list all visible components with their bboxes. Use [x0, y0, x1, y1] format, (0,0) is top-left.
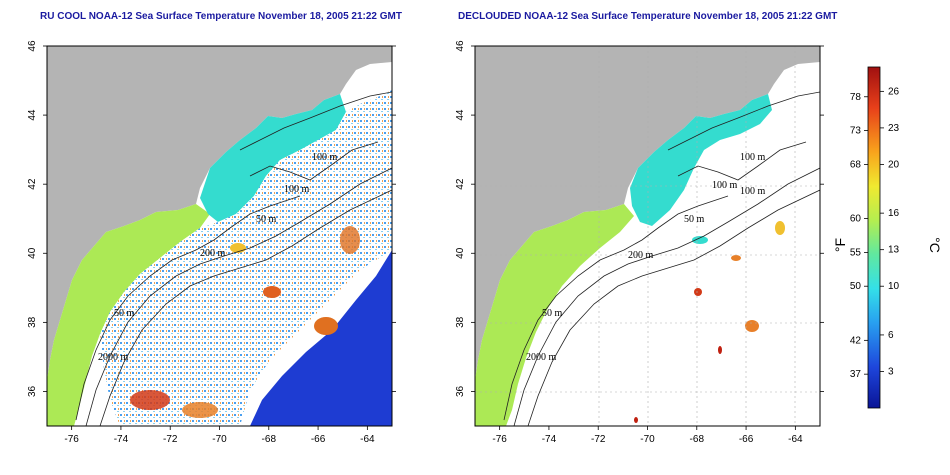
right-contour-100m-gulf	[667, 91, 820, 151]
colorbar-c-label: 23	[888, 123, 900, 134]
left-contour-label: 50 m	[114, 308, 135, 319]
lon-tick-label: -76	[64, 434, 79, 445]
left-contour-100m-inner	[249, 141, 379, 181]
colorbar-c-label: 10	[888, 281, 900, 292]
colorbar-ticks: 78 73 68 60 55 50 42 37 26 23 20 16 13 10 6 3	[850, 86, 900, 380]
left-gulf-cold-water	[200, 94, 346, 222]
right-warm-patch	[718, 346, 722, 354]
lat-tick-label: 38	[27, 316, 38, 328]
right-map-title: DECLOUDED NOAA-12 Sea Surface Temperatur…	[458, 11, 838, 22]
right-cold-patch	[692, 236, 708, 244]
right-contour-label: 50 m	[542, 308, 563, 319]
lat-tick-label: 46	[27, 40, 38, 52]
left-warm-eddy	[263, 286, 281, 298]
right-land	[475, 46, 820, 380]
colorbar-f-label: 50	[850, 281, 862, 292]
left-contour-100m-gulf	[239, 91, 392, 151]
left-contour-label: 50 m	[256, 214, 277, 225]
right-contour-label: 100 m	[712, 180, 738, 191]
left-contour-200m	[85, 167, 392, 426]
right-shelf-water	[475, 204, 634, 426]
colorbar-c-label: 16	[888, 208, 900, 219]
left-warm-eddy	[340, 226, 360, 254]
colorbar-f-label: 68	[850, 159, 862, 170]
left-map-imagery: 100 m 100 m 50 m 200 m 50 m 2000 m	[47, 46, 392, 426]
left-contour-label: 100 m	[284, 184, 310, 195]
lon-tick-label: -64	[360, 434, 375, 445]
colorbar-f-label: 60	[850, 214, 862, 225]
left-warm-eddy	[130, 390, 170, 410]
right-contour-label: 100 m	[740, 186, 766, 197]
lon-tick-label: -70	[212, 434, 227, 445]
lat-tick-label: 36	[27, 385, 38, 397]
right-contour-label: 200 m	[628, 250, 654, 261]
right-map-panel: 100 m 100 m 100 m 50 m 200 m 50 m 2000 m…	[455, 40, 824, 445]
lon-tick-label: -66	[311, 434, 326, 445]
colorbar-c-label: 6	[888, 330, 894, 341]
lat-tick-label: 44	[455, 109, 466, 121]
colorbar-c-label: 26	[888, 86, 900, 97]
lon-tick-label: -74	[542, 434, 557, 445]
lon-tick-label: -66	[739, 434, 754, 445]
right-contour-200m	[513, 167, 820, 426]
right-warm-patch	[731, 255, 741, 261]
left-contour-2000m	[99, 189, 392, 426]
lon-tick-label: -70	[640, 434, 655, 445]
colorbar-c-label: 3	[888, 366, 894, 377]
right-contour-label: 50 m	[684, 214, 705, 225]
colorbar-f-label: 73	[850, 126, 862, 137]
right-contour-50m	[503, 195, 729, 421]
lat-tick-label: 40	[455, 247, 466, 259]
colorbar: 78 73 68 60 55 50 42 37 26 23 20 16 13 10 6 3 °F °C	[832, 66, 943, 409]
left-warm-eddy	[314, 317, 338, 335]
colorbar-c-label: 13	[888, 245, 900, 256]
left-map-title: RU COOL NOAA-12 Sea Surface Temperature …	[40, 11, 402, 22]
left-warm-eddy	[182, 402, 218, 418]
lat-tick-label: 44	[27, 109, 38, 121]
lon-tick-label: -72	[163, 434, 178, 445]
colorbar-unit-celsius: °C	[927, 237, 943, 253]
right-contour-2000m	[527, 189, 820, 426]
right-warm-patch	[775, 221, 785, 235]
right-warm-patch	[694, 288, 702, 296]
lat-tick-label: 42	[455, 178, 466, 190]
lat-tick-label: 46	[455, 40, 466, 52]
colorbar-f-label: 42	[850, 335, 862, 346]
left-map-axes: -76 -74 -72 -70 -68 -66 -64 46 44 42 40 38 36	[27, 40, 396, 445]
lat-tick-label: 38	[455, 316, 466, 328]
lon-tick-label: -74	[114, 434, 129, 445]
right-contour-label: 2000 m	[526, 352, 557, 363]
lon-tick-label: -72	[591, 434, 606, 445]
left-shelf-water	[47, 204, 210, 426]
lon-tick-label: -64	[788, 434, 803, 445]
left-offshore-cold-water	[250, 250, 392, 426]
colorbar-gradient	[867, 66, 881, 409]
colorbar-f-label: 78	[850, 92, 862, 103]
left-contour-50m	[75, 195, 301, 421]
right-map-axes: -76 -74 -72 -70 -68 -66 -64 46 44 42 40 38 36	[455, 40, 824, 445]
left-contour-label: 200 m	[200, 248, 226, 259]
colorbar-f-label: 37	[850, 369, 862, 380]
right-gulf-cold-water	[630, 94, 772, 226]
right-warm-patch	[634, 417, 638, 423]
right-contour-100m-inner	[677, 141, 807, 181]
left-contour-label: 100 m	[312, 152, 338, 163]
lon-tick-label: -76	[492, 434, 507, 445]
right-map-imagery: 100 m 100 m 100 m 50 m 200 m 50 m 2000 m	[475, 46, 820, 426]
lon-tick-label: -68	[690, 434, 705, 445]
colorbar-unit-fahrenheit: °F	[832, 238, 848, 252]
left-contour-label: 2000 m	[98, 352, 129, 363]
left-land	[47, 46, 392, 380]
lat-tick-label: 36	[455, 385, 466, 397]
right-warm-patch	[745, 320, 759, 332]
colorbar-f-label: 55	[850, 247, 862, 258]
colorbar-c-label: 20	[888, 159, 900, 170]
lat-tick-label: 42	[27, 178, 38, 190]
lat-tick-label: 40	[27, 247, 38, 259]
lon-tick-label: -68	[262, 434, 277, 445]
left-map-panel: 100 m 100 m 50 m 200 m 50 m 2000 m -76 -7…	[27, 40, 396, 445]
right-contour-label: 100 m	[740, 152, 766, 163]
